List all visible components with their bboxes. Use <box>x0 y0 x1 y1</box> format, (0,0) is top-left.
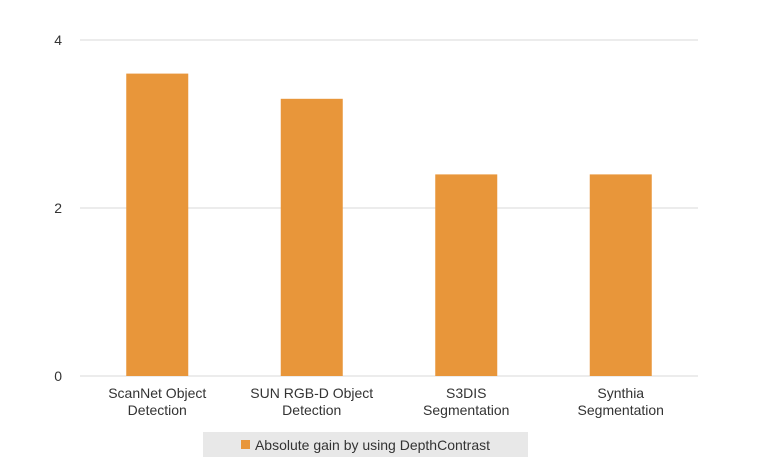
x-tick-label: Synthia Segmentation <box>578 385 664 418</box>
y-tick-label: 0 <box>54 368 62 384</box>
bar <box>280 98 343 377</box>
y-tick-label: 2 <box>54 200 62 216</box>
x-tick-label: SUN RGB-D Object Detection <box>250 385 373 418</box>
y-tick-label: 4 <box>54 32 62 48</box>
x-tick-label: S3DIS Segmentation <box>423 385 509 418</box>
bar <box>589 174 652 376</box>
x-tick-label: ScanNet Object Detection <box>108 385 206 418</box>
legend: Absolute gain by using DepthContrast <box>203 432 528 457</box>
bar <box>435 174 498 376</box>
legend-label: Absolute gain by using DepthContrast <box>254 436 491 453</box>
bar <box>126 73 189 376</box>
legend-swatch <box>240 440 250 449</box>
